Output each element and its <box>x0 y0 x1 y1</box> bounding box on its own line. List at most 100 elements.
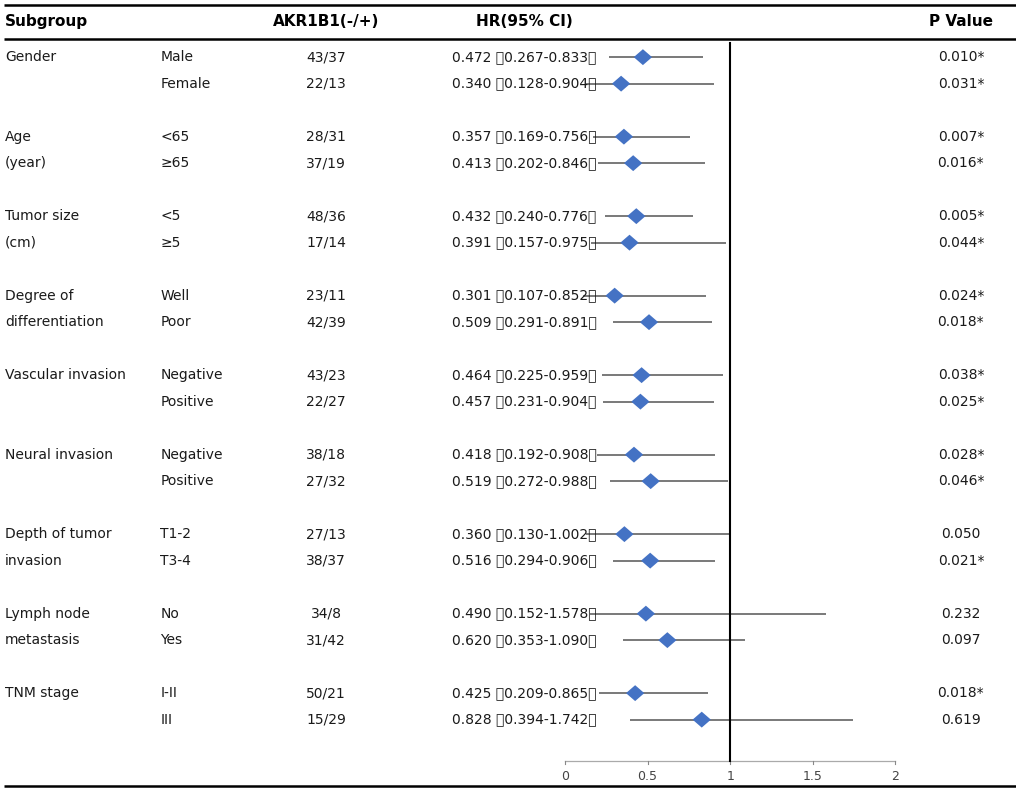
Text: 0.018*: 0.018* <box>936 315 983 329</box>
Text: 0.516 （0.294-0.906）: 0.516 （0.294-0.906） <box>451 554 596 567</box>
Text: <5: <5 <box>160 209 180 223</box>
Text: 0.5: 0.5 <box>637 770 657 783</box>
Text: 28/31: 28/31 <box>306 129 345 144</box>
Polygon shape <box>639 314 657 330</box>
Text: 1: 1 <box>726 770 734 783</box>
Text: 0.046*: 0.046* <box>936 474 983 488</box>
Polygon shape <box>657 632 676 648</box>
Text: 0.457 （0.231-0.904）: 0.457 （0.231-0.904） <box>451 395 596 409</box>
Text: 0.828 （0.394-1.742）: 0.828 （0.394-1.742） <box>451 713 596 727</box>
Text: 1.5: 1.5 <box>802 770 822 783</box>
Text: Male: Male <box>160 50 193 64</box>
Text: 0.007*: 0.007* <box>936 129 983 144</box>
Text: 0.620 （0.353-1.090）: 0.620 （0.353-1.090） <box>451 633 596 647</box>
Text: 27/13: 27/13 <box>306 527 345 541</box>
Text: Positive: Positive <box>160 395 214 409</box>
Text: 27/32: 27/32 <box>306 474 345 488</box>
Text: (year): (year) <box>5 156 47 170</box>
Text: Tumor size: Tumor size <box>5 209 79 223</box>
Text: 0.340 （0.128-0.904）: 0.340 （0.128-0.904） <box>451 77 596 91</box>
Text: 48/36: 48/36 <box>306 209 345 223</box>
Text: Poor: Poor <box>160 315 191 329</box>
Polygon shape <box>692 712 710 728</box>
Polygon shape <box>627 208 645 224</box>
Text: T1-2: T1-2 <box>160 527 192 541</box>
Text: HR(95% CI): HR(95% CI) <box>476 14 573 29</box>
Text: 0.005*: 0.005* <box>936 209 983 223</box>
Text: Yes: Yes <box>160 633 182 647</box>
Text: 0.360 （0.130-1.002）: 0.360 （0.130-1.002） <box>451 527 596 541</box>
Text: AKR1B1(-/+): AKR1B1(-/+) <box>272 14 379 29</box>
Text: 0.413 （0.202-0.846）: 0.413 （0.202-0.846） <box>451 156 596 170</box>
Text: 23/11: 23/11 <box>306 289 345 302</box>
Text: 38/37: 38/37 <box>306 554 345 567</box>
Text: 0.028*: 0.028* <box>936 448 983 462</box>
Text: Neural invasion: Neural invasion <box>5 448 113 462</box>
Text: Lymph node: Lymph node <box>5 606 90 621</box>
Polygon shape <box>632 367 650 383</box>
Text: 0.038*: 0.038* <box>936 368 983 382</box>
Polygon shape <box>641 473 659 489</box>
Text: Degree of: Degree of <box>5 289 73 302</box>
Text: Negative: Negative <box>160 368 222 382</box>
Text: Negative: Negative <box>160 448 222 462</box>
Polygon shape <box>620 235 638 251</box>
Polygon shape <box>614 128 633 144</box>
Polygon shape <box>633 49 651 65</box>
Text: 0.050: 0.050 <box>941 527 979 541</box>
Text: <65: <65 <box>160 129 190 144</box>
Polygon shape <box>624 155 642 171</box>
Text: 0.016*: 0.016* <box>936 156 983 170</box>
Text: (cm): (cm) <box>5 235 37 250</box>
Text: 0.044*: 0.044* <box>936 235 983 250</box>
Text: T3-4: T3-4 <box>160 554 191 567</box>
Text: ≥5: ≥5 <box>160 235 180 250</box>
Text: invasion: invasion <box>5 554 63 567</box>
Text: 0.490 （0.152-1.578）: 0.490 （0.152-1.578） <box>451 606 596 621</box>
Text: 0.357 （0.169-0.756）: 0.357 （0.169-0.756） <box>451 129 596 144</box>
Text: 22/13: 22/13 <box>306 77 345 91</box>
Text: ≥65: ≥65 <box>160 156 190 170</box>
Text: 0.301 （0.107-0.852）: 0.301 （0.107-0.852） <box>451 289 596 302</box>
Text: 0.024*: 0.024* <box>936 289 983 302</box>
Text: 0.025*: 0.025* <box>936 395 983 409</box>
Text: 0.425 （0.209-0.865）: 0.425 （0.209-0.865） <box>451 686 596 700</box>
Text: 0.432 （0.240-0.776）: 0.432 （0.240-0.776） <box>451 209 596 223</box>
Text: 43/37: 43/37 <box>306 50 345 64</box>
Text: TNM stage: TNM stage <box>5 686 78 700</box>
Text: 0.018*: 0.018* <box>936 686 983 700</box>
Text: P Value: P Value <box>928 14 991 29</box>
Text: 50/21: 50/21 <box>306 686 345 700</box>
Polygon shape <box>631 393 649 409</box>
Text: differentiation: differentiation <box>5 315 104 329</box>
Polygon shape <box>640 553 658 569</box>
Text: 0.010*: 0.010* <box>936 50 983 64</box>
Text: 0.232: 0.232 <box>941 606 979 621</box>
Text: 34/8: 34/8 <box>310 606 341 621</box>
Text: 0.509 （0.291-0.891）: 0.509 （0.291-0.891） <box>451 315 596 329</box>
Text: 38/18: 38/18 <box>306 448 345 462</box>
Text: 42/39: 42/39 <box>306 315 345 329</box>
Text: Positive: Positive <box>160 474 214 488</box>
Polygon shape <box>636 606 654 622</box>
Text: Subgroup: Subgroup <box>5 14 89 29</box>
Text: 2: 2 <box>891 770 899 783</box>
Text: 17/14: 17/14 <box>306 235 345 250</box>
Text: 22/27: 22/27 <box>306 395 345 409</box>
Text: Age: Age <box>5 129 32 144</box>
Text: 15/29: 15/29 <box>306 713 345 727</box>
Text: 0.619: 0.619 <box>941 713 980 727</box>
Text: 43/23: 43/23 <box>306 368 345 382</box>
Text: 0: 0 <box>560 770 569 783</box>
Polygon shape <box>611 76 630 92</box>
Polygon shape <box>626 685 644 701</box>
Text: 0.418 （0.192-0.908）: 0.418 （0.192-0.908） <box>451 448 596 462</box>
Text: 37/19: 37/19 <box>306 156 345 170</box>
Text: 0.021*: 0.021* <box>936 554 983 567</box>
Text: I-II: I-II <box>160 686 177 700</box>
Text: metastasis: metastasis <box>5 633 81 647</box>
Text: Well: Well <box>160 289 190 302</box>
Text: 0.472 （0.267-0.833）: 0.472 （0.267-0.833） <box>451 50 596 64</box>
Text: 31/42: 31/42 <box>306 633 345 647</box>
Text: 0.031*: 0.031* <box>936 77 983 91</box>
